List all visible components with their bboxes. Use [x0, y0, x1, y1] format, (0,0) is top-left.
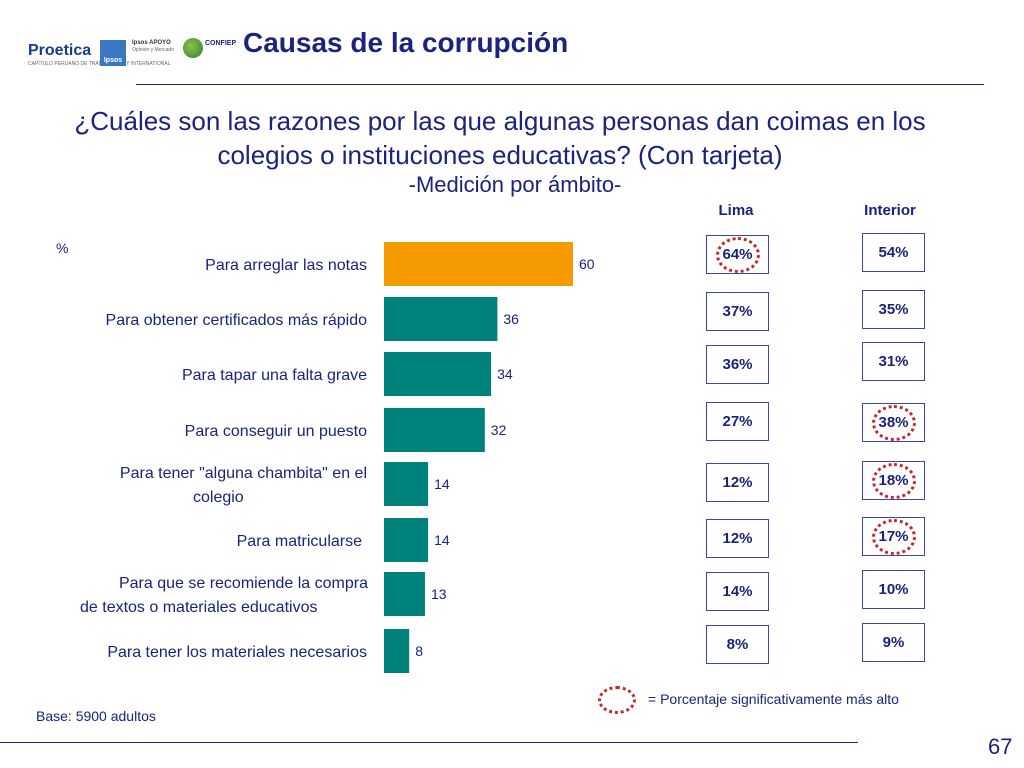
interior-value-box-7: 10%: [862, 570, 925, 609]
confiep-logo: CONFIEP: [205, 40, 237, 47]
survey-question-line1: ¿Cuáles son las razones por las que algu…: [74, 106, 926, 136]
interior-value-4: 38%: [878, 414, 909, 431]
interior-value-box-6: 17%: [862, 517, 925, 556]
interior-value-3: 31%: [878, 353, 909, 370]
unit-label: %: [56, 240, 69, 256]
lima-value-box-4: 27%: [706, 402, 769, 441]
bar-value-label-6: 14: [434, 532, 450, 548]
category-label-4: Para conseguir un puesto: [185, 423, 367, 440]
lima-value-4: 27%: [722, 413, 753, 430]
interior-value-box-8: 9%: [862, 623, 925, 662]
interior-value-2: 35%: [878, 301, 909, 318]
category-label-3: Para tapar una falta grave: [182, 367, 367, 384]
interior-value-8: 9%: [882, 634, 905, 651]
proetica-logo: Proetica CAPÍTULO PERUANO DE TRANSPARENC…: [28, 42, 170, 67]
bar-3: [384, 352, 492, 396]
interior-value-6: 17%: [878, 528, 909, 545]
category-label-7: Para que se recomiende la compra de texto…: [80, 575, 368, 616]
survey-question: ¿Cuáles son las razones por las que algu…: [20, 104, 980, 172]
interior-value-5: 18%: [878, 472, 909, 489]
proetica-logo-subtext: CAPÍTULO PERUANO DE TRANSPARENCY INTERNA…: [28, 61, 171, 67]
ipsos-apoyo-logo: Ipsos APOYO Opinión y Mercado: [132, 40, 174, 54]
ipsos-logo: Ipsos: [100, 40, 126, 66]
interior-value-box-1: 54%: [862, 233, 925, 272]
bar-value-label-7: 13: [431, 586, 447, 602]
column-header-lima: Lima: [718, 202, 754, 219]
lima-value-box-5: 12%: [706, 463, 769, 502]
bar-value-label-2: 36: [503, 311, 519, 327]
category-label-5: Para tener "alguna chambita" en el colegi…: [120, 465, 367, 506]
title-divider: [136, 84, 984, 85]
bar-8: [384, 629, 410, 673]
interior-value-box-3: 31%: [862, 342, 925, 381]
column-header-interior: Interior: [864, 202, 916, 219]
bar-value-label-5: 14: [434, 476, 450, 492]
confiep-logo-icon: [183, 38, 203, 58]
interior-value-box-5: 18%: [862, 461, 925, 500]
bar-2: [384, 297, 498, 341]
page-number: 67: [988, 734, 1013, 759]
category-label-8: Para tener los materiales necesarios: [107, 644, 367, 661]
lima-value-6: 12%: [722, 530, 753, 547]
lima-value-1: 64%: [722, 246, 753, 263]
bar-value-label-8: 8: [415, 643, 423, 659]
significance-highlight-icon: [715, 236, 760, 273]
lima-value-3: 36%: [722, 356, 753, 373]
survey-subtitle: -Medición por ámbito-: [408, 172, 622, 197]
ipsos-apoyo-logo-subtext: Opinión y Mercado: [132, 47, 174, 53]
lima-value-box-3: 36%: [706, 345, 769, 384]
significance-highlight-icon: [871, 462, 916, 499]
bar-value-label-4: 32: [491, 422, 507, 438]
base-note: Base: 5900 adultos: [36, 708, 156, 724]
proetica-logo-text: Proetica: [28, 42, 92, 59]
page-title: Causas de la corrupción: [243, 27, 569, 58]
lima-value-2: 37%: [722, 303, 753, 320]
bar-4: [384, 408, 485, 452]
category-label-1: Para arreglar las notas: [205, 257, 367, 274]
bar-7: [384, 572, 425, 616]
significance-highlight-icon: [871, 518, 916, 555]
interior-value-1: 54%: [878, 244, 909, 261]
survey-question-line2: colegios o instituciones educativas? (Co…: [217, 140, 783, 170]
lima-value-box-6: 12%: [706, 519, 769, 558]
bar-1: [384, 242, 573, 286]
bar-value-label-3: 34: [497, 366, 513, 382]
interior-value-box-4: 38%: [862, 403, 925, 442]
bar-5: [384, 462, 429, 506]
lima-value-box-2: 37%: [706, 292, 769, 331]
interior-value-box-2: 35%: [862, 290, 925, 329]
legend-text: = Porcentaje significativamente más alto: [648, 691, 899, 707]
lima-value-8: 8%: [726, 636, 749, 653]
lima-value-box-1: 64%: [706, 235, 769, 274]
lima-value-5: 12%: [722, 474, 753, 491]
bar-value-label-1: 60: [579, 256, 595, 272]
bar-6: [384, 518, 429, 562]
category-label-6: Para matricularse: [237, 533, 362, 550]
bar-chart-layer: 60 Para arreglar las notas 36 Para obtener …: [80, 242, 595, 673]
lima-value-box-8: 8%: [706, 625, 769, 664]
significance-marker-icon: [598, 686, 636, 714]
interior-value-7: 10%: [878, 581, 909, 598]
lima-value-box-7: 14%: [706, 572, 769, 611]
category-label-2: Para obtener certificados más rápido: [106, 312, 368, 329]
ipsos-apoyo-logo-text: Ipsos APOYO: [132, 40, 171, 46]
significance-highlight-icon: [871, 404, 916, 441]
footer-divider: [0, 742, 858, 743]
lima-value-7: 14%: [722, 583, 753, 600]
